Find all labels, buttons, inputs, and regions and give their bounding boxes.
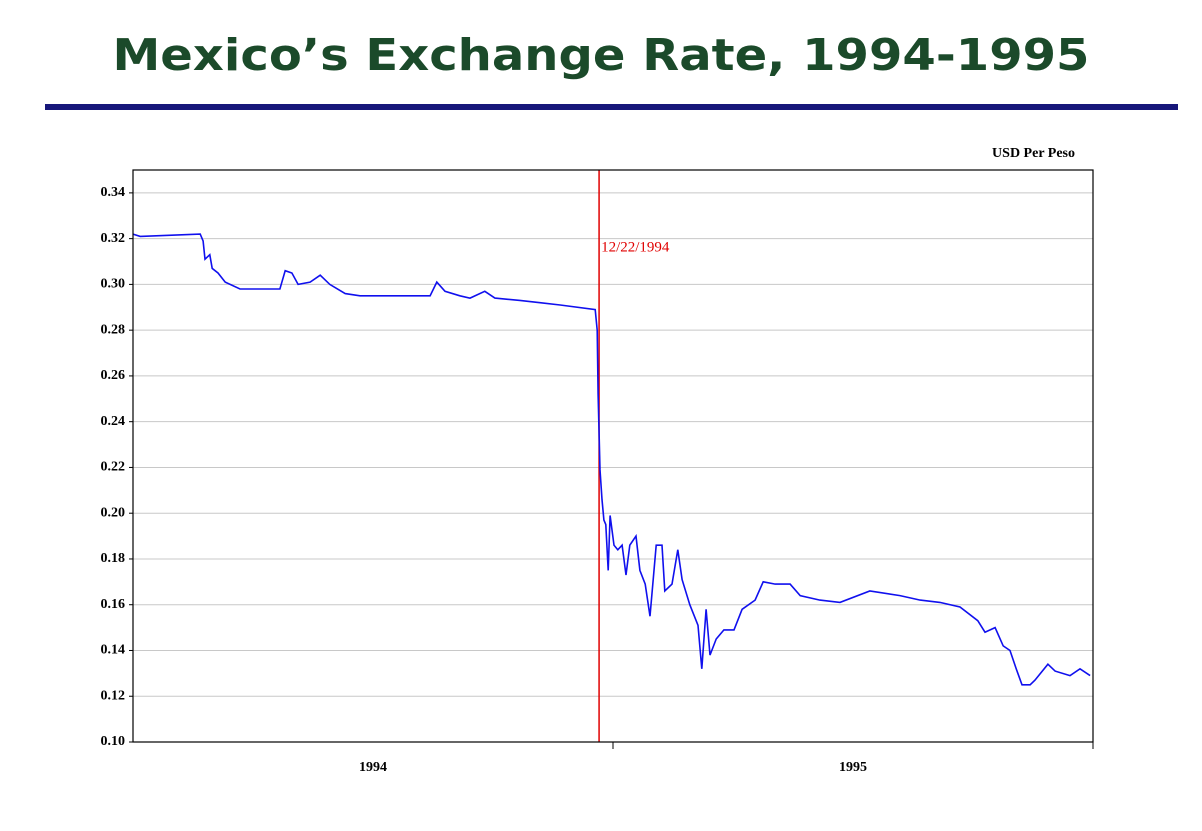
y-tick-label: 0.10: [101, 734, 126, 749]
x-tick-label: 1995: [839, 760, 867, 775]
y-tick-label: 0.32: [101, 231, 126, 246]
y-tick-label: 0.20: [101, 505, 126, 520]
y-tick-label: 0.26: [101, 368, 126, 383]
y-tick-label: 0.28: [101, 322, 126, 337]
plot-frame: [132, 169, 1094, 743]
line-series: [132, 233, 1091, 686]
y-tick-label: 0.14: [101, 643, 126, 658]
y-tick-label: 0.30: [101, 277, 126, 292]
y-tick-label: 0.12: [101, 688, 126, 703]
y-tick-label: 0.34: [101, 185, 126, 200]
title-rule: [45, 104, 1178, 110]
y-tick-label: 0.16: [101, 597, 126, 612]
y-tick-label: 0.24: [101, 414, 126, 429]
annotation-label: 12/22/1994: [601, 239, 670, 255]
y-tick-label: 0.22: [101, 460, 126, 475]
y-tick-label: 0.18: [101, 551, 126, 566]
x-tick-label: 1994: [359, 760, 387, 775]
axis-label: USD Per Peso: [992, 146, 1075, 161]
chart-title: Mexico’s Exchange Rate, 1994-1995: [113, 30, 1090, 81]
